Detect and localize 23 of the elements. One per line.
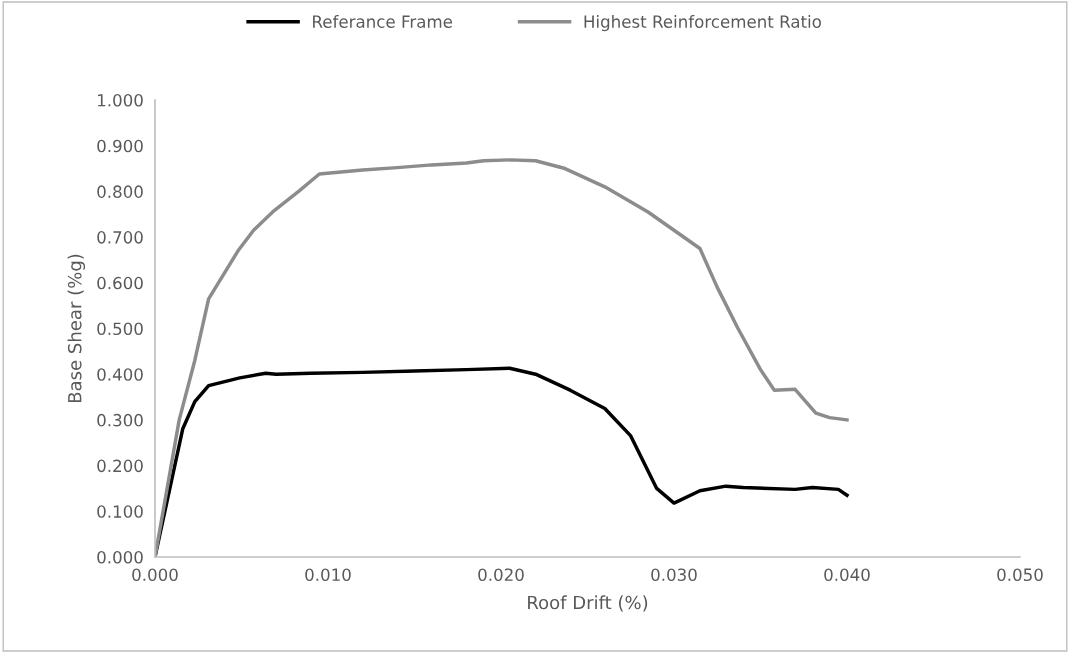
y-tick-label: 0.000 bbox=[97, 550, 143, 564]
y-axis-title: Base Shear (%g) bbox=[67, 254, 86, 403]
y-tick-label: 0.300 bbox=[97, 413, 143, 427]
x-tick-label: 0.050 bbox=[997, 568, 1043, 582]
y-tick-label: 0.800 bbox=[97, 185, 143, 198]
x-axis-title: Roof Drift (%) bbox=[528, 595, 648, 612]
line-series bbox=[155, 366, 849, 557]
legend-label: Referance Frame bbox=[313, 15, 453, 28]
x-tick-label: 0.030 bbox=[651, 568, 697, 582]
legend-label: Highest Reinforcement Ratio bbox=[584, 15, 821, 32]
y-tick-label: 0.500 bbox=[97, 322, 143, 336]
x-tick-label: 0.020 bbox=[478, 568, 524, 582]
y-tick-label: 0.600 bbox=[97, 276, 143, 290]
y-tick-label: 0.200 bbox=[97, 459, 143, 473]
y-tick-label: 0.100 bbox=[97, 505, 143, 518]
y-tick-label: 0.400 bbox=[97, 368, 143, 381]
y-tick-label: 0.900 bbox=[97, 139, 143, 153]
x-tick-label: 0.000 bbox=[132, 568, 178, 582]
x-tick-label: 0.040 bbox=[824, 568, 870, 582]
x-tick-label: 0.010 bbox=[305, 568, 351, 582]
y-tick-label: 1.000 bbox=[98, 93, 143, 107]
y-tick-label: 0.700 bbox=[97, 231, 143, 244]
line-series bbox=[155, 158, 849, 557]
